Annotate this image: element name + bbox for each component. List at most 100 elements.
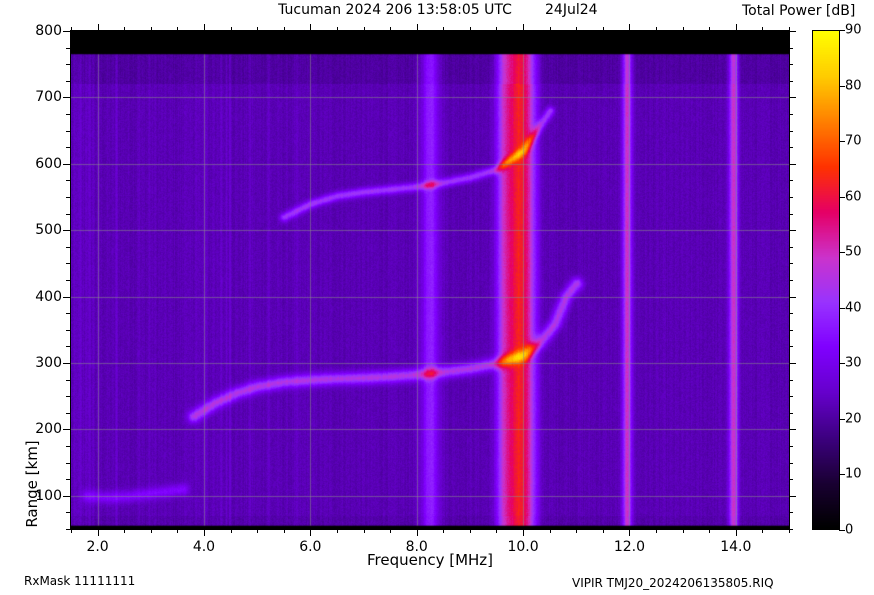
axis-tick [789, 446, 793, 447]
axis-tick [789, 512, 793, 513]
axis-tick [66, 263, 70, 264]
axis-tick [789, 31, 796, 32]
axis-tick [66, 180, 70, 181]
colorbar-tick-label: 50 [845, 244, 862, 260]
axis-tick [66, 446, 70, 447]
axis-tick [66, 413, 70, 414]
plot-area [70, 30, 790, 530]
y-tick-label: 500 [35, 222, 62, 239]
axis-tick [789, 297, 796, 298]
axis-tick [63, 496, 70, 497]
axis-tick [789, 197, 793, 198]
colorbar [812, 30, 840, 530]
y-tick-label: 600 [35, 155, 62, 172]
x-tick-label: 14.0 [720, 539, 752, 555]
axis-tick [789, 363, 796, 364]
axis-tick [66, 147, 70, 148]
axis-tick [789, 529, 790, 533]
axis-tick [470, 27, 471, 31]
colorbar-tick-label: 90 [845, 22, 862, 38]
axis-tick [337, 27, 338, 31]
colorbar-tick-label: 60 [845, 189, 862, 205]
axis-tick [736, 24, 737, 31]
axis-tick [337, 529, 338, 533]
x-tick-label: 2.0 [86, 539, 109, 555]
axis-tick [789, 247, 793, 248]
colorbar-title: Total Power [dB] [742, 3, 856, 19]
axis-tick [66, 313, 70, 314]
axis-tick [736, 529, 737, 536]
colorbar-tick [839, 308, 845, 309]
axis-tick [683, 27, 684, 31]
axis-tick [63, 97, 70, 98]
axis-tick [789, 81, 793, 82]
axis-tick [284, 529, 285, 533]
axis-tick [789, 64, 793, 65]
axis-tick [629, 24, 630, 31]
axis-tick [390, 27, 391, 31]
x-tick-label: 10.0 [507, 539, 539, 555]
x-tick-label: 4.0 [192, 539, 216, 555]
axis-tick [789, 396, 793, 397]
axis-tick [310, 24, 311, 31]
axis-tick [576, 529, 577, 533]
axis-tick [66, 529, 70, 530]
axis-tick [789, 180, 793, 181]
axis-tick [789, 114, 793, 115]
axis-tick [789, 48, 793, 49]
axis-tick [789, 131, 793, 132]
axis-tick [257, 27, 258, 31]
axis-tick [523, 24, 524, 31]
axis-tick [576, 27, 577, 31]
axis-tick [417, 529, 418, 536]
axis-tick [443, 529, 444, 533]
instrument-label: VIPIR TMJ20_2024206135805.RIQ [572, 576, 774, 590]
rxmask-label: RxMask 11111111 [24, 574, 136, 588]
colorbar-tick [839, 86, 845, 87]
y-axis-title-wrap: Range [km] [0, 220, 60, 527]
axis-tick [789, 147, 793, 148]
axis-tick [364, 529, 365, 533]
axis-tick [709, 529, 710, 533]
axis-tick [231, 27, 232, 31]
axis-tick [66, 330, 70, 331]
y-tick-label: 700 [35, 89, 62, 106]
y-tick-label: 100 [35, 487, 62, 504]
axis-tick [789, 263, 793, 264]
colorbar-tick-label: 40 [845, 300, 862, 316]
colorbar-tick [839, 141, 845, 142]
axis-tick [66, 214, 70, 215]
axis-tick [417, 24, 418, 31]
axis-tick [66, 114, 70, 115]
axis-tick [789, 413, 793, 414]
axis-tick [124, 529, 125, 533]
colorbar-gradient [813, 31, 839, 529]
colorbar-tick-label: 30 [845, 355, 862, 371]
axis-tick [789, 346, 793, 347]
colorbar-tick [839, 363, 845, 364]
axis-tick [66, 64, 70, 65]
axis-tick [789, 380, 793, 381]
axis-tick [470, 529, 471, 533]
axis-tick [151, 27, 152, 31]
axis-tick [629, 529, 630, 536]
colorbar-tick [839, 252, 845, 253]
colorbar-tick [839, 530, 845, 531]
axis-tick [603, 27, 604, 31]
axis-tick [789, 529, 793, 530]
axis-tick [310, 529, 311, 536]
axis-tick [496, 529, 497, 533]
axis-tick [656, 529, 657, 533]
axis-tick [66, 81, 70, 82]
axis-tick [603, 529, 604, 533]
axis-tick [63, 164, 70, 165]
date-label: 24Jul24 [545, 2, 598, 18]
colorbar-tick-label: 20 [845, 411, 862, 427]
axis-tick [98, 529, 99, 536]
colorbar-tick-label: 0 [845, 522, 854, 538]
axis-tick [71, 27, 72, 31]
axis-tick [204, 24, 205, 31]
axis-tick [550, 27, 551, 31]
axis-tick [523, 529, 524, 536]
